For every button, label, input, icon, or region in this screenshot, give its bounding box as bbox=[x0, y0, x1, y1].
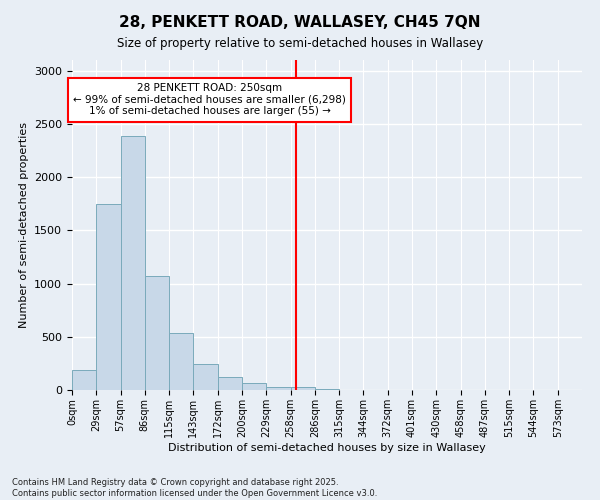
Bar bbox=[242, 383, 266, 390]
Y-axis label: Number of semi-detached properties: Number of semi-detached properties bbox=[19, 122, 29, 328]
Bar bbox=[290, 388, 315, 390]
Bar bbox=[145, 276, 169, 390]
Bar bbox=[266, 387, 290, 390]
Text: Size of property relative to semi-detached houses in Wallasey: Size of property relative to semi-detach… bbox=[117, 38, 483, 51]
Bar bbox=[96, 204, 121, 390]
Text: 28 PENKETT ROAD: 250sqm
← 99% of semi-detached houses are smaller (6,298)
1% of : 28 PENKETT ROAD: 250sqm ← 99% of semi-de… bbox=[73, 83, 346, 116]
Bar bbox=[315, 389, 339, 390]
Bar bbox=[193, 364, 218, 390]
Bar bbox=[72, 370, 96, 390]
X-axis label: Distribution of semi-detached houses by size in Wallasey: Distribution of semi-detached houses by … bbox=[168, 442, 486, 452]
Bar bbox=[169, 332, 193, 390]
Bar bbox=[218, 377, 242, 390]
Bar bbox=[121, 136, 145, 390]
Text: 28, PENKETT ROAD, WALLASEY, CH45 7QN: 28, PENKETT ROAD, WALLASEY, CH45 7QN bbox=[119, 15, 481, 30]
Text: Contains HM Land Registry data © Crown copyright and database right 2025.
Contai: Contains HM Land Registry data © Crown c… bbox=[12, 478, 377, 498]
